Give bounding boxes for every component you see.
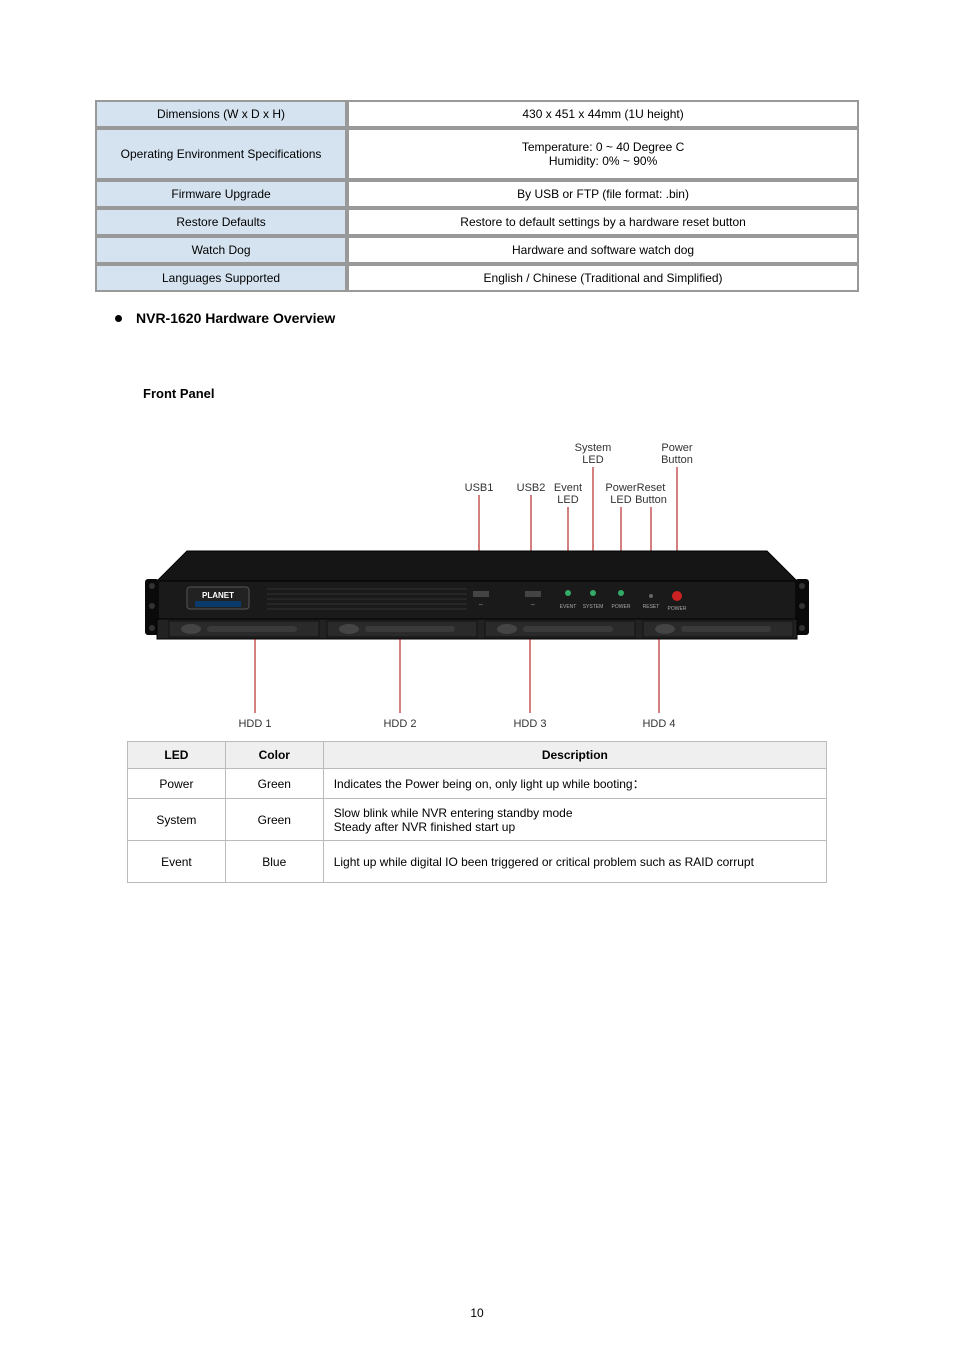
led-description: Slow blink while NVR entering standby mo… [323, 799, 826, 841]
led-color: Green [225, 769, 323, 799]
led-table: LED Color Description PowerGreenIndicate… [127, 741, 827, 883]
svg-text:POWER: POWER [612, 604, 631, 610]
svg-text:HDD 3: HDD 3 [513, 718, 546, 730]
spec-label: Languages Supported [95, 264, 347, 292]
bullet-icon [115, 315, 122, 322]
svg-text:Power: Power [605, 482, 637, 494]
led-name: Event [128, 841, 226, 883]
spec-value: 430 x 451 x 44mm (1U height) [347, 100, 859, 128]
spec-value: By USB or FTP (file format: .bin) [347, 180, 859, 208]
svg-text:HDD 1: HDD 1 [238, 718, 271, 730]
power-led-icon [618, 590, 624, 596]
section-title-text: NVR-1620 Hardware Overview [136, 310, 335, 326]
svg-text:Event: Event [554, 482, 582, 494]
svg-text:USB1: USB1 [465, 482, 494, 494]
led-th-desc: Description [323, 742, 826, 769]
spec-value: Temperature: 0 ~ 40 Degree C Humidity: 0… [347, 128, 859, 180]
led-th-color: Color [225, 742, 323, 769]
svg-text:⇔: ⇔ [478, 602, 484, 608]
led-color: Green [225, 799, 323, 841]
power-button-icon [672, 591, 682, 601]
led-th-led: LED [128, 742, 226, 769]
svg-text:POWER: POWER [668, 606, 687, 612]
usb2-port [525, 591, 541, 597]
svg-text:Button: Button [661, 454, 693, 466]
spec-value: Hardware and software watch dog [347, 236, 859, 264]
spec-value: Restore to default settings by a hardwar… [347, 208, 859, 236]
spec-label: Operating Environment Specifications [95, 128, 347, 180]
led-description: Light up while digital IO been triggered… [323, 841, 826, 883]
usb1-port [473, 591, 489, 597]
svg-text:System: System [575, 442, 612, 454]
section-heading: NVR-1620 Hardware Overview [115, 310, 859, 326]
svg-text:LED: LED [610, 494, 631, 506]
page-number: 10 [470, 1306, 483, 1320]
device-diagram: SystemLEDPowerButtonUSB1USB2EventLEDPowe… [127, 431, 827, 741]
led-name: System [128, 799, 226, 841]
led-name: Power [128, 769, 226, 799]
svg-text:Power: Power [661, 442, 693, 454]
spec-label: Dimensions (W x D x H) [95, 100, 347, 128]
spec-label: Firmware Upgrade [95, 180, 347, 208]
brand-text: PLANET [202, 591, 234, 600]
spec-label: Watch Dog [95, 236, 347, 264]
svg-text:USB2: USB2 [517, 482, 546, 494]
reset-button-icon [649, 594, 653, 598]
svg-text:LED: LED [582, 454, 603, 466]
device-chassis: PLANET ⇔ ⇔ EVENT SYS [145, 551, 809, 639]
svg-text:HDD 4: HDD 4 [642, 718, 675, 730]
svg-text:⇔: ⇔ [530, 602, 536, 608]
event-led-icon [565, 590, 571, 596]
led-description: Indicates the Power being on, only light… [323, 769, 826, 799]
device-figure: SystemLEDPowerButtonUSB1USB2EventLEDPowe… [127, 431, 827, 741]
svg-text:Button: Button [635, 494, 667, 506]
svg-text:RESET: RESET [643, 604, 660, 610]
front-panel-title: Front Panel [143, 386, 859, 401]
led-color: Blue [225, 841, 323, 883]
svg-text:EVENT: EVENT [560, 604, 577, 610]
svg-text:SYSTEM: SYSTEM [583, 604, 604, 610]
system-led-icon [590, 590, 596, 596]
svg-text:LED: LED [557, 494, 578, 506]
svg-text:Reset: Reset [637, 482, 666, 494]
spec-table: Dimensions (W x D x H)430 x 451 x 44mm (… [95, 100, 859, 292]
spec-value: English / Chinese (Traditional and Simpl… [347, 264, 859, 292]
spec-label: Restore Defaults [95, 208, 347, 236]
svg-text:HDD 2: HDD 2 [383, 718, 416, 730]
